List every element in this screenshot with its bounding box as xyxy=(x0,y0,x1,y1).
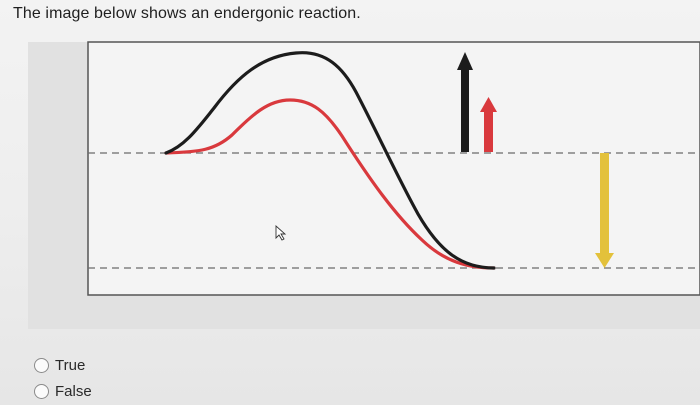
black-up-arrow-icon xyxy=(457,52,473,152)
question-text: The image below shows an endergonic reac… xyxy=(13,5,361,22)
mouse-cursor-icon xyxy=(275,224,287,241)
option-true-label: True xyxy=(55,356,86,374)
option-true[interactable]: True xyxy=(34,352,92,378)
radio-button-false[interactable] xyxy=(34,383,49,399)
red-up-arrow-icon xyxy=(480,97,497,152)
option-false-label: False xyxy=(55,382,92,400)
yellow-down-arrow-icon xyxy=(595,153,614,268)
option-false[interactable]: False xyxy=(34,378,92,404)
red-energy-curve xyxy=(164,98,496,270)
answer-options: True False xyxy=(34,352,92,404)
black-energy-curve xyxy=(164,51,496,270)
radio-button-true[interactable] xyxy=(34,357,49,373)
